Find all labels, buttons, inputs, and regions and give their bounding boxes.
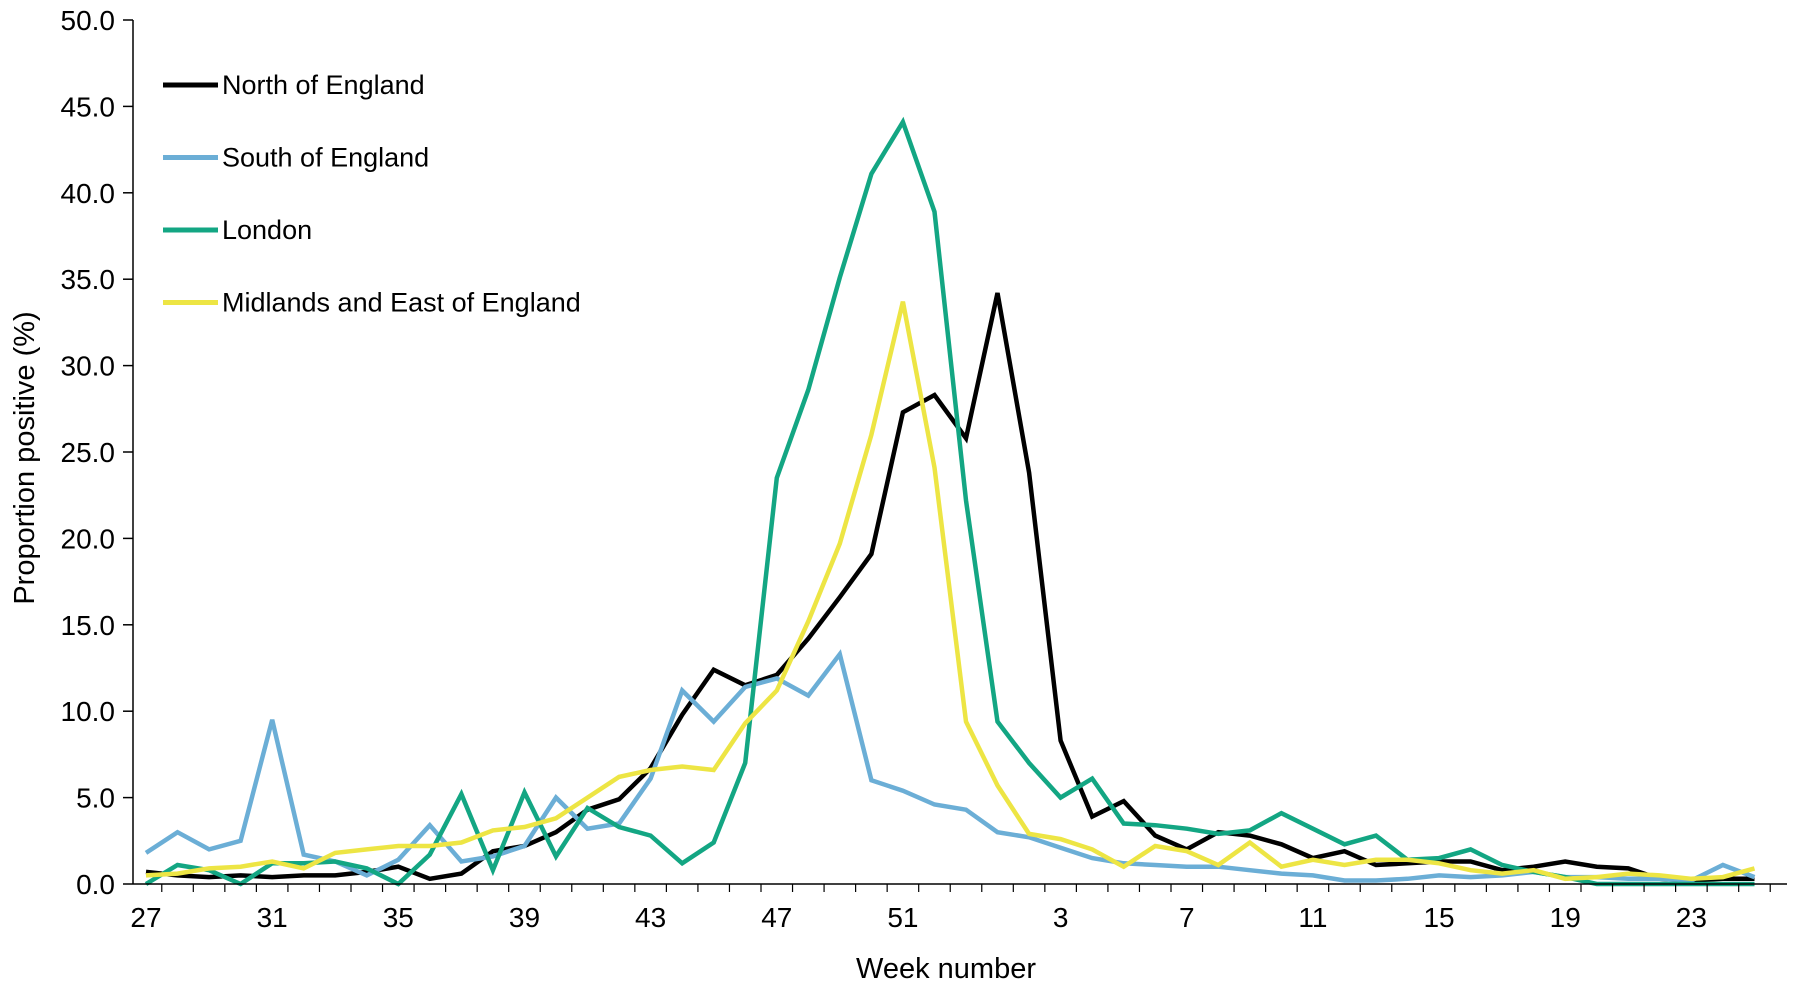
x-tick-label: 23: [1676, 902, 1707, 933]
y-tick-label: 50.0: [61, 5, 116, 36]
x-axis-ticks: 27 31 35 39 43 47 51 3 7 11 15 19 23: [130, 884, 1771, 933]
y-tick-label: 15.0: [61, 610, 116, 641]
legend-label: North of England: [222, 70, 425, 100]
series-line: [144, 649, 1756, 883]
x-tick-label: 7: [1179, 902, 1195, 933]
legend-label: South of England: [222, 143, 429, 173]
x-tick-label: 19: [1550, 902, 1581, 933]
x-tick-label: 31: [257, 902, 288, 933]
x-tick-label: 39: [509, 902, 540, 933]
y-tick-label: 5.0: [76, 783, 115, 814]
series-lines: [144, 116, 1756, 887]
y-tick-label: 40.0: [61, 178, 116, 209]
x-tick-label: 51: [887, 902, 918, 933]
y-tick-label: 20.0: [61, 523, 116, 554]
y-tick-label: 0.0: [76, 869, 115, 900]
x-tick-label: 15: [1423, 902, 1454, 933]
legend: North of England South of England London Mi…: [163, 70, 581, 318]
axes: 0.0 5.0 10.0 15.0 20.0 25.0 30.0 35.0 40.0 45.0 50…: [61, 5, 1787, 933]
x-axis-title: Week number: [856, 953, 1036, 985]
y-tick-label: 10.0: [61, 696, 116, 727]
legend-label: London: [222, 215, 312, 245]
series-line: [145, 292, 1755, 883]
y-tick-label: 25.0: [61, 437, 116, 468]
x-tick-label: 3: [1053, 902, 1069, 933]
series-line: [144, 116, 1755, 887]
x-tick-label: 35: [383, 902, 414, 933]
x-tick-label: 43: [635, 902, 666, 933]
series-line: [145, 301, 1756, 882]
y-axis-ticks: 0.0 5.0 10.0 15.0 20.0 25.0 30.0 35.0 40.0 45.0 50…: [61, 5, 133, 900]
legend-label: Midlands and East of England: [222, 288, 581, 318]
x-tick-label: 27: [130, 902, 161, 933]
y-tick-label: 30.0: [61, 351, 116, 382]
y-tick-label: 35.0: [61, 264, 116, 295]
x-tick-label: 47: [761, 902, 792, 933]
y-tick-label: 45.0: [61, 91, 116, 122]
y-axis-title: Proportion positive (%): [9, 311, 41, 604]
x-tick-label: 11: [1298, 902, 1327, 933]
